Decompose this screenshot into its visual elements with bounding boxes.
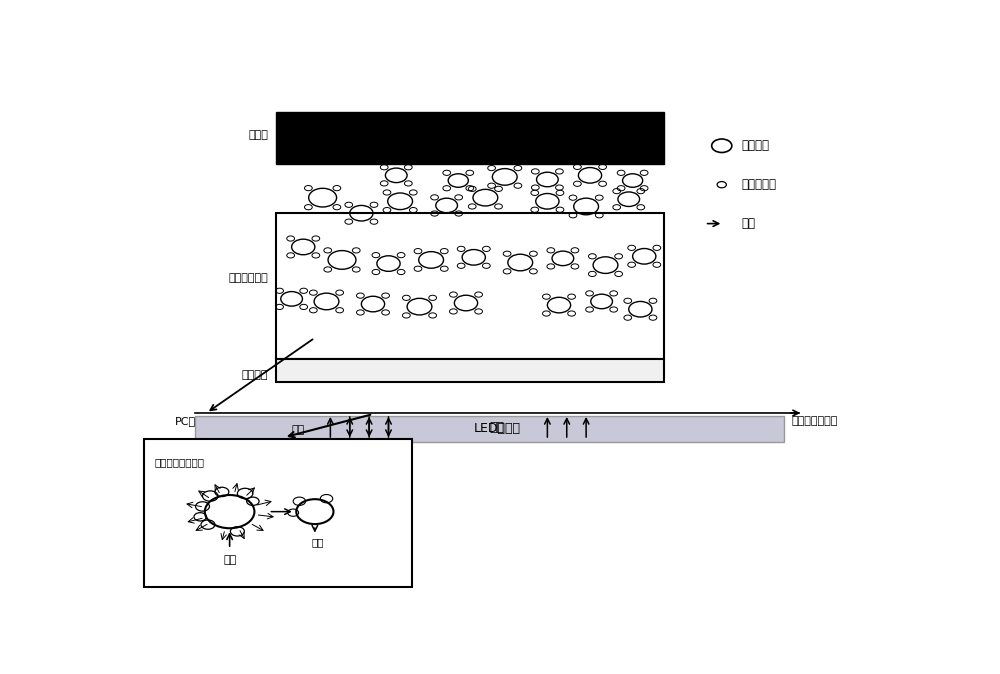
Bar <box>276 112 664 164</box>
Text: 反射: 反射 <box>311 538 324 547</box>
Text: LED背光源: LED背光源 <box>474 422 520 435</box>
Bar <box>195 416 784 441</box>
Text: PC框: PC框 <box>175 416 196 426</box>
Bar <box>144 439 412 587</box>
Bar <box>276 359 664 382</box>
Text: 散射、减弱光强度: 散射、减弱光强度 <box>154 458 204 467</box>
Text: 扩散片或棱镜片: 扩散片或棱镜片 <box>792 416 838 426</box>
Text: 光扩散反射层: 光扩散反射层 <box>229 273 268 283</box>
Text: 光线: 光线 <box>741 217 755 230</box>
Text: 光线: 光线 <box>223 555 236 565</box>
Text: 放大: 放大 <box>292 425 305 435</box>
Text: 磷酸锌钡: 磷酸锌钡 <box>741 140 769 152</box>
Text: 胶黏剂层: 胶黏剂层 <box>242 370 268 380</box>
Text: 基材层: 基材层 <box>248 130 268 140</box>
Text: 光线: 光线 <box>490 421 505 434</box>
Bar <box>276 213 664 359</box>
Text: 光扩散粒子: 光扩散粒子 <box>741 178 776 191</box>
